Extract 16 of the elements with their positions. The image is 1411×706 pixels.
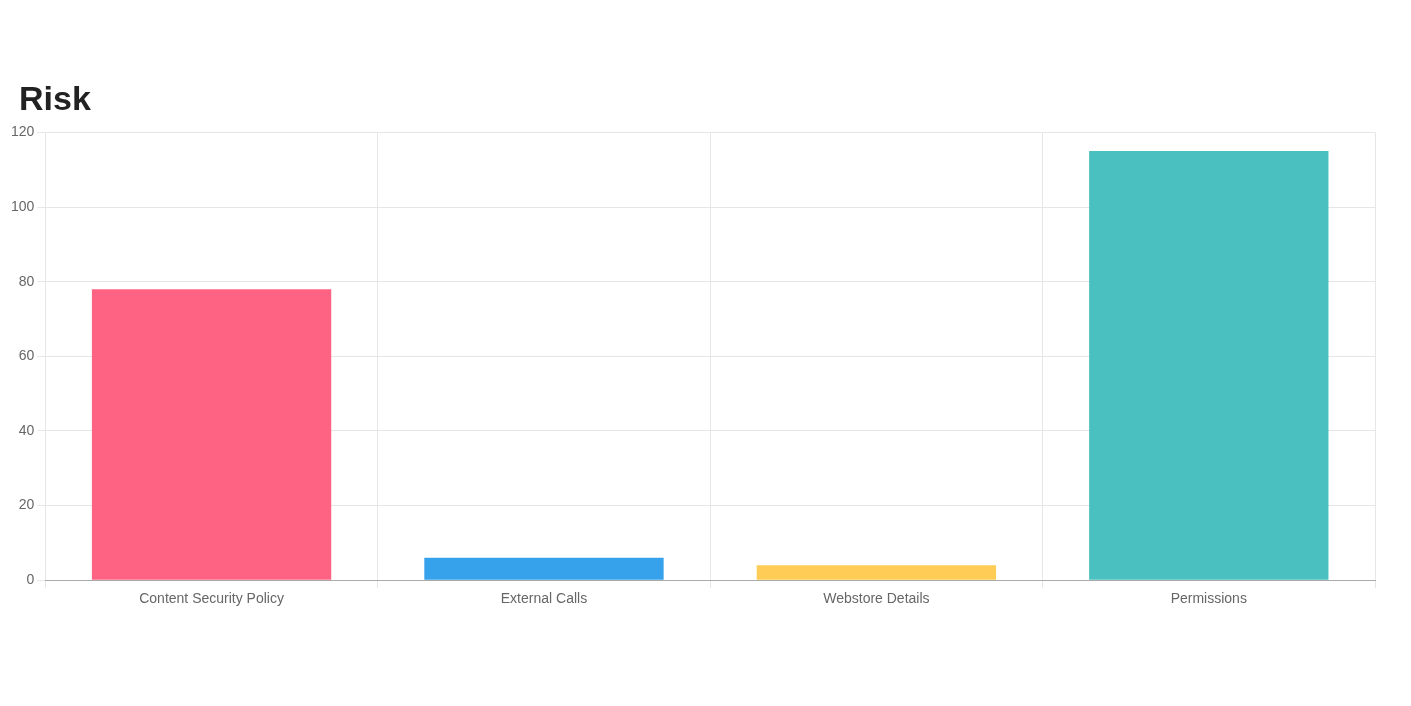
y-tick-label: 0 [26,571,35,588]
bar [424,557,664,580]
y-tick-label: 20 [18,496,35,513]
y-tick-label: 40 [18,421,35,438]
x-tick-label: Permissions [1170,590,1247,607]
y-tick-label: 100 [11,197,35,214]
bar [1089,151,1329,580]
y-tick-label: 80 [18,272,35,289]
y-tick-label: 60 [18,347,35,364]
bar [91,289,332,580]
x-tick-label: External Calls [500,590,588,607]
chart-title: Risk [19,78,92,119]
bar [756,565,997,580]
x-tick-label: Webstore Details [823,590,930,607]
y-tick-label: 120 [11,123,35,140]
x-tick-label: Content Security Policy [139,590,284,607]
